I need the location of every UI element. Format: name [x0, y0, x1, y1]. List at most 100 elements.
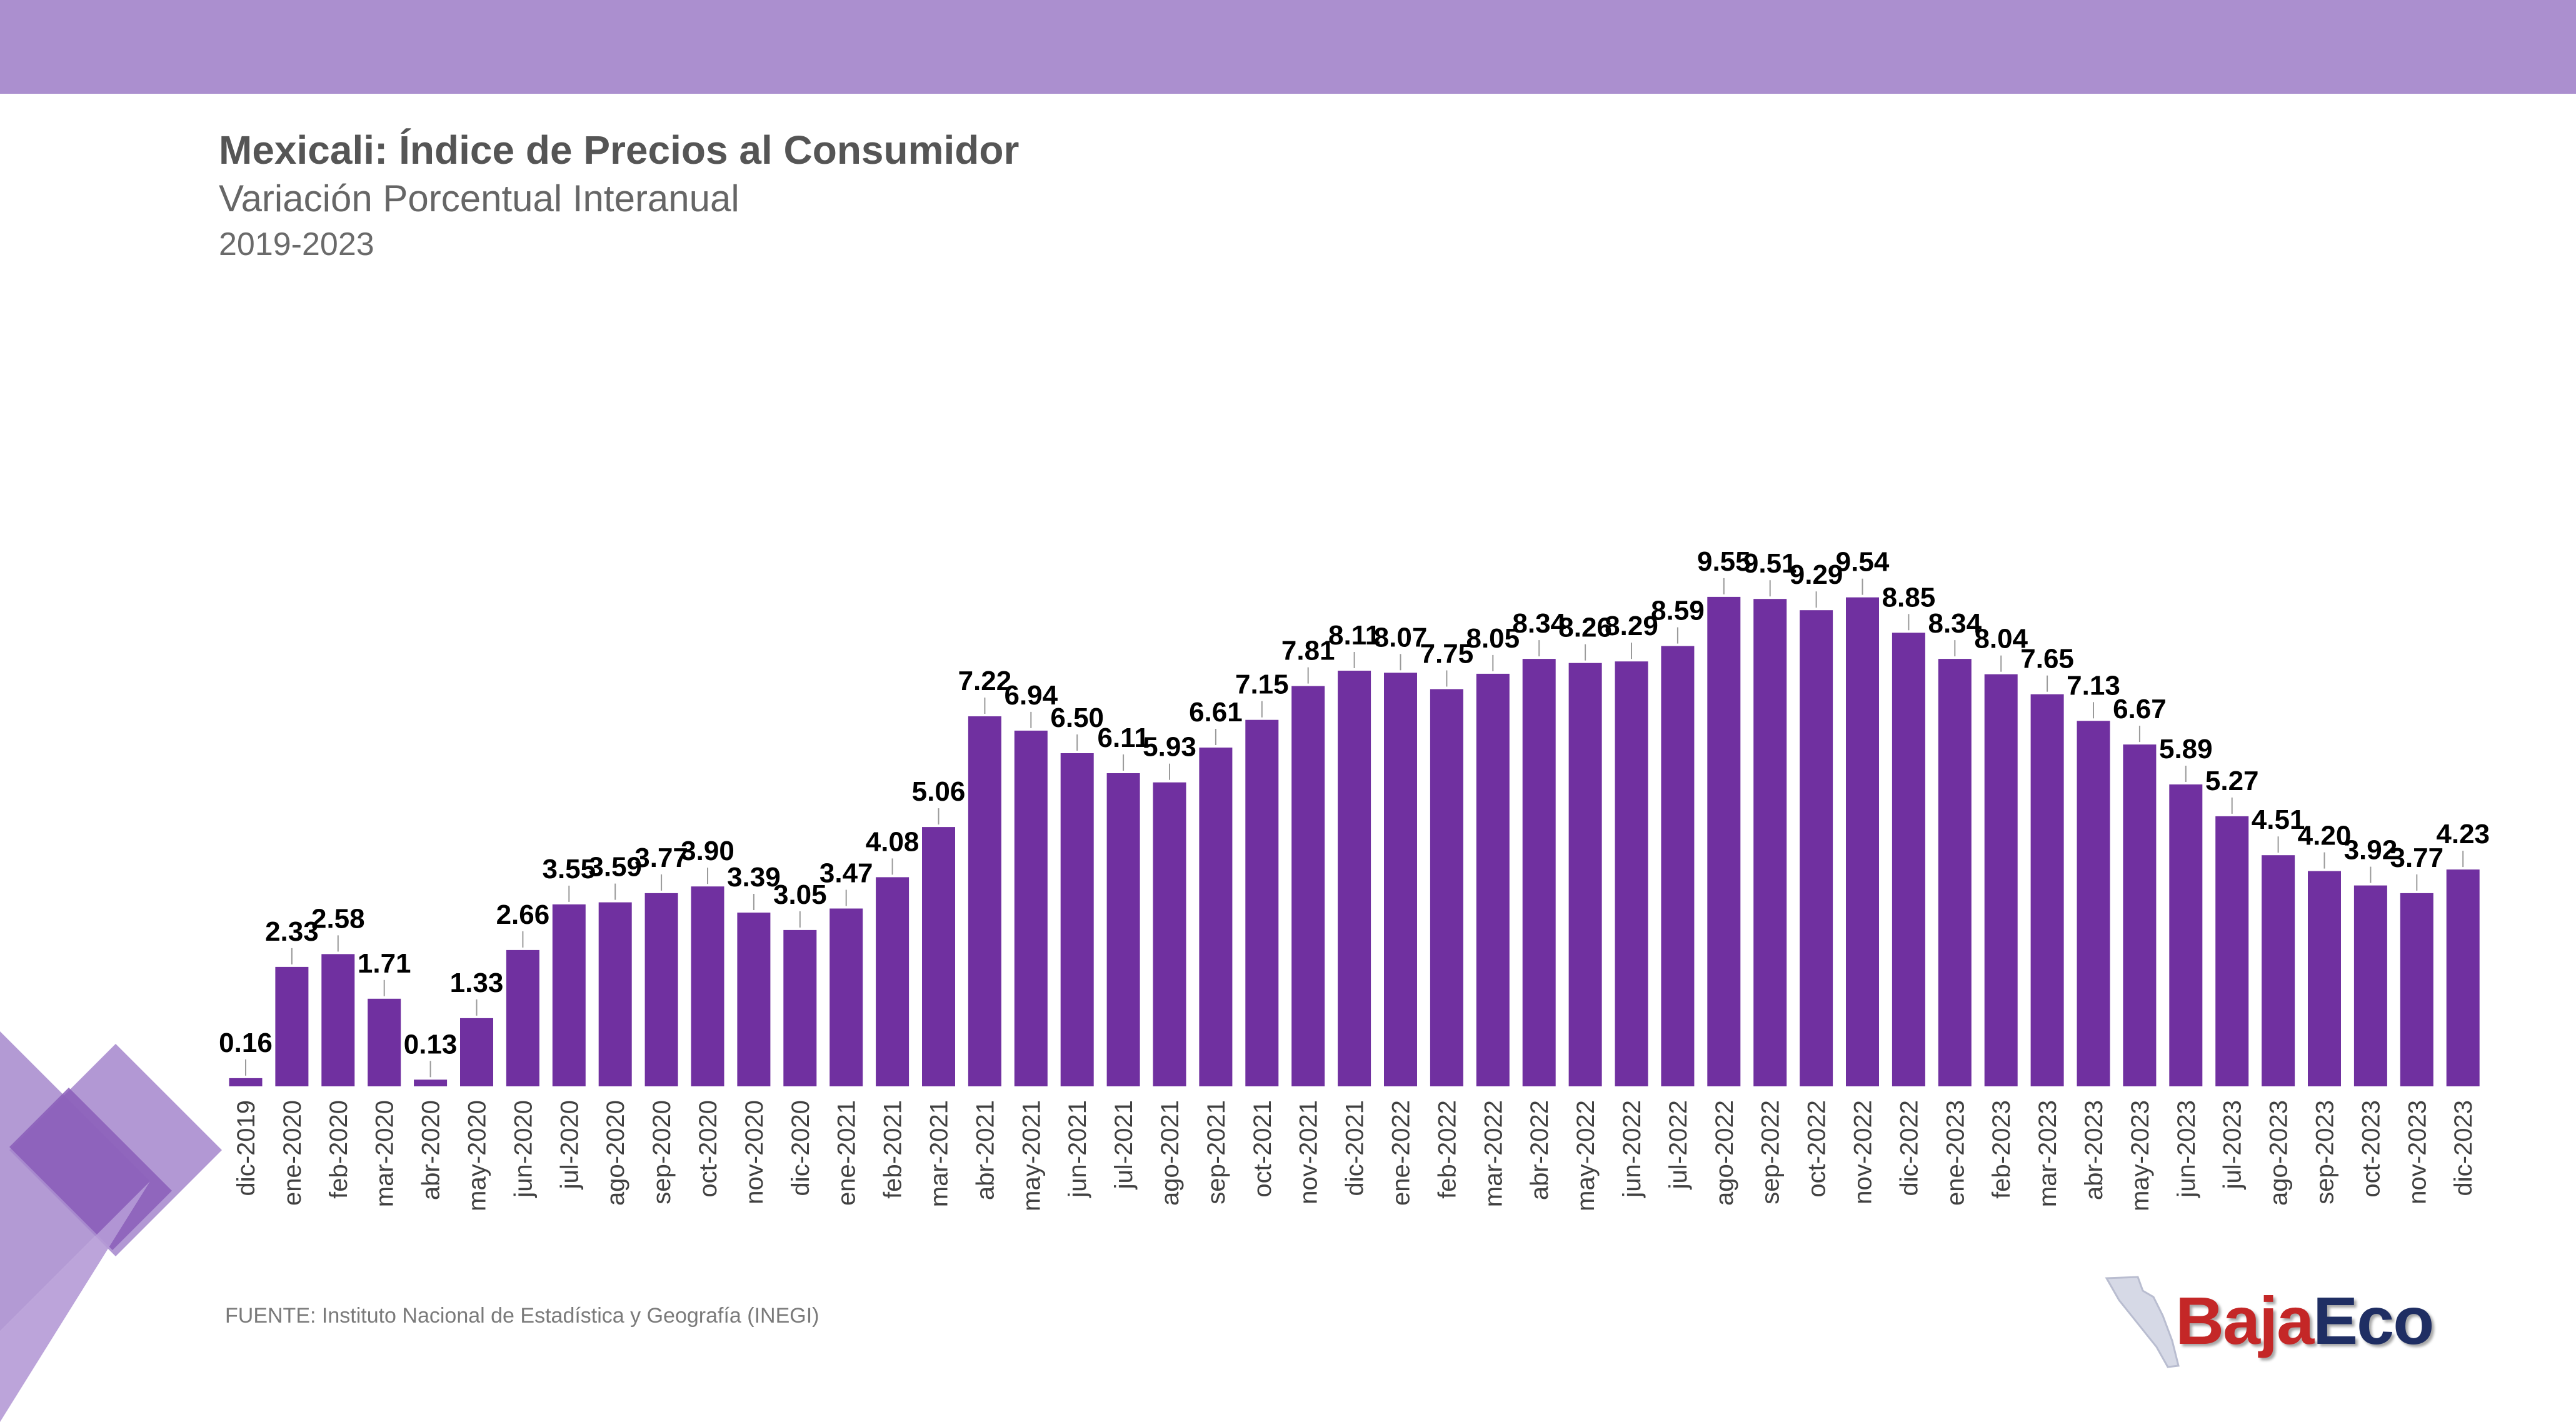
x-tick-label: ene-2022 [1388, 1100, 1415, 1206]
x-tick-label: abr-2022 [1526, 1100, 1553, 1200]
data-label: 9.51 [1743, 548, 1797, 579]
bar-mar-2021 [922, 827, 955, 1086]
bar-may-2022 [1568, 663, 1602, 1086]
bar-feb-2021 [876, 877, 910, 1086]
bar-nov-2022 [1846, 597, 1879, 1086]
x-tick-label: ene-2023 [1942, 1100, 1969, 1206]
bar-jun-2020 [506, 949, 539, 1086]
x-tick-label: jul-2023 [2219, 1100, 2247, 1189]
data-label: 7.81 [1281, 636, 1335, 666]
header-band [0, 0, 2576, 94]
x-tick-label: feb-2023 [1988, 1100, 2015, 1199]
x-tick-label: nov-2020 [741, 1100, 768, 1204]
x-tick-label: ene-2020 [279, 1100, 306, 1206]
bar-ene-2023 [1938, 659, 1972, 1086]
x-tick-label: dic-2019 [233, 1100, 260, 1196]
data-label: 3.55 [542, 854, 596, 884]
data-label: 8.34 [1928, 608, 1982, 639]
logo-baja: Baja [2175, 1283, 2314, 1358]
data-label: 8.04 [1974, 624, 2028, 654]
bar-feb-2023 [1984, 674, 2018, 1086]
x-tick-label: mar-2022 [1480, 1100, 1507, 1207]
bar-ene-2021 [829, 908, 863, 1086]
bar-nov-2023 [2400, 893, 2433, 1086]
x-tick-label: mar-2020 [371, 1100, 399, 1207]
data-label: 3.47 [819, 858, 873, 889]
x-tick-label: may-2022 [1572, 1100, 1600, 1211]
bar-jun-2023 [2169, 784, 2203, 1086]
bar-ago-2021 [1153, 782, 1186, 1086]
x-tick-label: may-2021 [1018, 1100, 1045, 1211]
data-label: 8.05 [1466, 623, 1520, 654]
x-tick-label: dic-2021 [1341, 1100, 1369, 1196]
data-label: 8.59 [1651, 596, 1705, 626]
chart-title: Mexicali: Índice de Precios al Consumido… [219, 128, 1020, 173]
chart-subtitle: Variación Porcentual Interanual [219, 178, 739, 219]
bar-ago-2020 [598, 902, 632, 1086]
data-label: 7.15 [1235, 669, 1289, 700]
data-label: 4.20 [2298, 821, 2352, 851]
x-tick-label: feb-2022 [1433, 1100, 1461, 1199]
data-label: 3.92 [2344, 835, 2398, 866]
bar-abr-2020 [414, 1079, 448, 1086]
bar-dic-2023 [2446, 869, 2480, 1086]
bar-feb-2022 [1430, 689, 1463, 1086]
data-label: 2.33 [265, 916, 319, 947]
data-label: 4.08 [866, 826, 920, 857]
x-tick-label: oct-2023 [2357, 1100, 2385, 1198]
x-tick-label: sep-2022 [1757, 1100, 1785, 1204]
data-label: 3.77 [2390, 843, 2443, 873]
x-tick-label: abr-2021 [971, 1100, 999, 1200]
bar-ene-2022 [1384, 673, 1417, 1086]
data-label: 1.33 [450, 968, 504, 998]
data-label: 5.06 [912, 776, 966, 807]
data-label: 8.34 [1512, 608, 1566, 639]
bar-may-2023 [2123, 744, 2157, 1086]
bar-sep-2021 [1199, 748, 1233, 1086]
data-label: 5.93 [1143, 732, 1196, 763]
bar-jul-2020 [552, 904, 586, 1086]
title-block: Mexicali: Índice de Precios al Consumido… [219, 125, 1019, 266]
bar-ene-2020 [275, 966, 309, 1086]
data-label: 5.89 [2159, 734, 2213, 764]
bar-nov-2021 [1291, 686, 1325, 1086]
bar-dic-2020 [783, 929, 817, 1086]
data-label: 3.05 [773, 879, 827, 910]
x-tick-label: jul-2020 [556, 1100, 583, 1189]
data-label: 9.29 [1790, 559, 1843, 590]
bar-oct-2020 [691, 886, 724, 1086]
data-label: 8.29 [1605, 611, 1658, 641]
x-tick-label: sep-2021 [1203, 1100, 1230, 1204]
x-tick-label: sep-2023 [2312, 1100, 2339, 1204]
bar-dic-2019 [229, 1078, 263, 1086]
data-label: 3.39 [727, 862, 781, 893]
x-tick-label: ene-2021 [833, 1100, 861, 1206]
bar-jun-2022 [1615, 661, 1648, 1086]
x-tick-label: jul-2022 [1665, 1100, 1692, 1189]
source-note: FUENTE: Instituto Nacional de Estadístic… [225, 1304, 819, 1328]
data-label: 0.13 [404, 1029, 458, 1059]
bar-jul-2021 [1106, 773, 1140, 1086]
bar-jun-2021 [1060, 753, 1094, 1086]
bar-abr-2021 [968, 716, 1001, 1086]
data-label: 5.27 [2205, 766, 2259, 796]
data-label: 8.85 [1882, 582, 1936, 613]
x-tick-label: jun-2021 [1064, 1100, 1091, 1198]
x-tick-label: jun-2020 [509, 1100, 537, 1198]
bar-dic-2022 [1892, 633, 1925, 1086]
baja-peninsula-map-icon [2105, 1276, 2180, 1368]
data-label: 8.07 [1374, 622, 1428, 653]
x-tick-label: nov-2022 [1850, 1100, 1877, 1204]
bar-mar-2020 [368, 998, 401, 1086]
x-tick-label: oct-2020 [694, 1100, 722, 1198]
data-label: 7.75 [1420, 639, 1474, 669]
data-label: 7.22 [958, 666, 1012, 696]
bar-jul-2022 [1661, 646, 1695, 1086]
bar-mar-2023 [2030, 694, 2064, 1086]
bar-sep-2023 [2308, 871, 2341, 1086]
data-label: 3.59 [588, 852, 642, 883]
logo-wordmark: BajaEco [2175, 1281, 2434, 1359]
data-label: 1.71 [358, 948, 411, 979]
x-tick-label: ago-2022 [1711, 1100, 1738, 1206]
